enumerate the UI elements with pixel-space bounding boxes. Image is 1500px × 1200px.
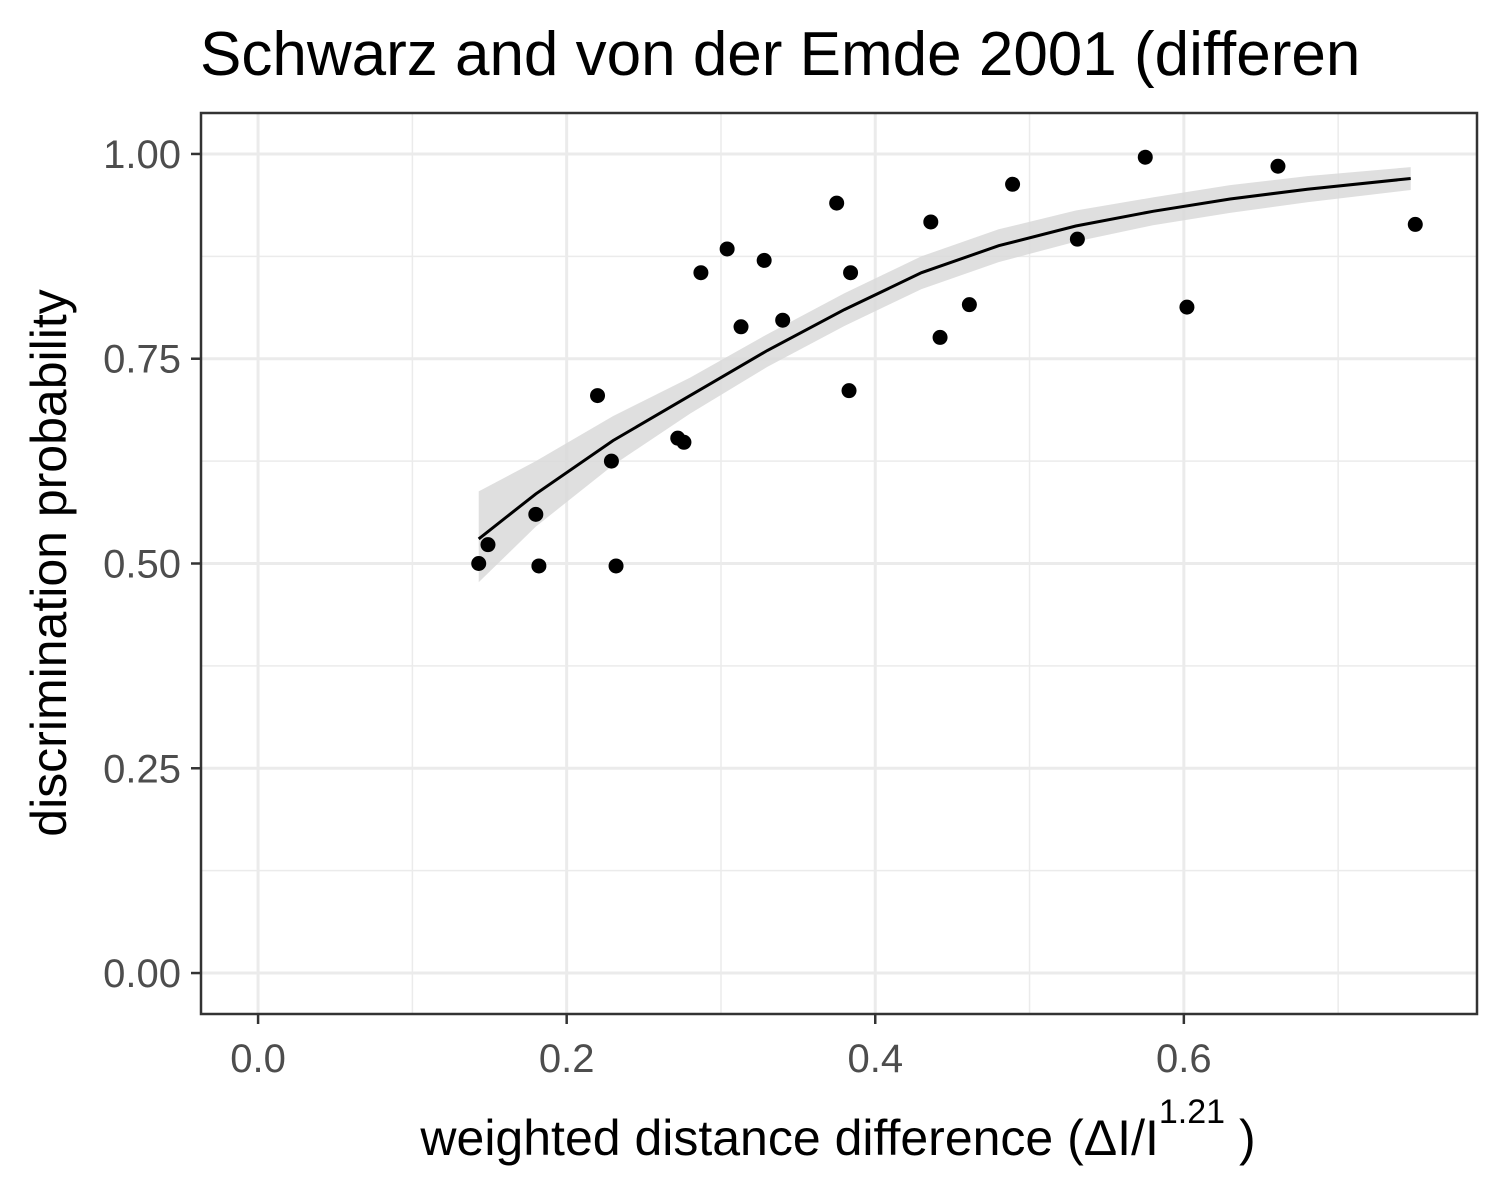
data-point: [1005, 176, 1021, 192]
data-point: [590, 388, 606, 404]
y-tick-label: 1.00: [103, 133, 181, 177]
data-point: [843, 265, 859, 281]
y-axis-label: discrimination probability: [21, 289, 77, 836]
data-points: [471, 149, 1423, 574]
y-tick-label: 0.00: [103, 952, 181, 996]
x-axis-label-main: weighted distance difference (ΔI/I: [419, 1110, 1158, 1166]
data-point: [528, 506, 544, 522]
y-tick-label: 0.50: [103, 543, 181, 587]
data-point: [531, 558, 547, 574]
y-axis: 0.00 0.25 0.50 0.75 1.00: [103, 133, 201, 996]
data-point: [693, 265, 709, 281]
x-axis-label-close: ): [1225, 1110, 1256, 1166]
x-axis-label: weighted distance difference (ΔI/I1.21 ): [419, 1093, 1255, 1166]
x-tick-label: 0.6: [1156, 1037, 1212, 1081]
data-point: [608, 558, 624, 574]
confidence-ribbon: [478, 167, 1411, 583]
data-point: [756, 252, 772, 268]
x-tick-label: 0.4: [847, 1037, 903, 1081]
data-point: [471, 556, 487, 571]
data-point: [603, 453, 619, 469]
x-axis-label-exponent: 1.21: [1159, 1093, 1225, 1131]
y-tick-label: 0.75: [103, 338, 181, 382]
data-point: [1137, 149, 1153, 165]
plot-panel: [199, 111, 1479, 1016]
x-tick-label: 0.2: [539, 1037, 595, 1081]
data-point: [1407, 216, 1423, 232]
data-point: [719, 241, 735, 257]
x-axis: 0.0 0.2 0.4 0.6: [230, 1014, 1212, 1081]
chart-title: Schwarz and von der Emde 2001 (differen: [200, 20, 1360, 89]
data-point: [923, 214, 939, 230]
data-point: [733, 319, 749, 335]
data-point: [1270, 158, 1286, 174]
data-point: [775, 312, 791, 328]
data-point: [1179, 299, 1195, 315]
gridlines: [201, 113, 1477, 1014]
data-point: [676, 434, 692, 450]
x-tick-label: 0.0: [230, 1037, 286, 1081]
data-point: [961, 297, 977, 313]
y-tick-label: 0.25: [103, 747, 181, 791]
data-point: [1069, 231, 1085, 247]
data-point: [829, 195, 845, 211]
fit-line: [477, 177, 1411, 541]
data-point: [480, 537, 496, 553]
data-point: [932, 329, 948, 345]
data-point: [841, 383, 857, 399]
